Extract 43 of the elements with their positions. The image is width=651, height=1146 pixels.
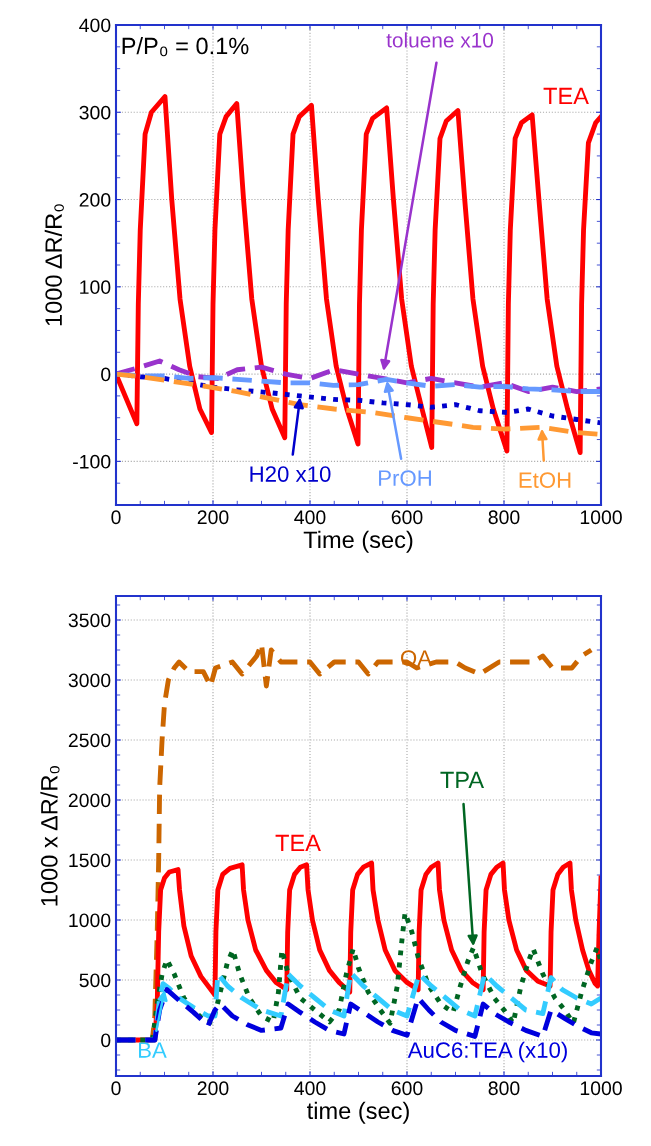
annotation: TPA bbox=[440, 771, 485, 789]
x-tick-label: 200 bbox=[197, 1081, 229, 1096]
annotation: toluene x10 bbox=[386, 32, 494, 48]
y-tick-label: 400 bbox=[79, 18, 111, 33]
annotation: PrOH bbox=[379, 470, 431, 486]
line-series bbox=[116, 371, 601, 437]
x-tick-label: 400 bbox=[294, 1081, 326, 1096]
x-axis-title: Time (sec) bbox=[303, 530, 413, 553]
y-tick-label: 0 bbox=[101, 367, 111, 382]
y-tick-label: 3500 bbox=[68, 613, 111, 628]
x-tick-label: 400 bbox=[294, 510, 326, 525]
y-tick-label: 2500 bbox=[68, 733, 111, 748]
x-tick-label: 200 bbox=[197, 510, 229, 525]
y-tick-label: 0 bbox=[101, 1033, 111, 1048]
annotation: EtOH bbox=[519, 472, 571, 488]
annotation: P/P₀ = 0.1% bbox=[122, 37, 249, 57]
x-tick-label: 1000 bbox=[580, 1081, 622, 1096]
annotation: H20 x10 bbox=[250, 466, 331, 482]
y-tick-label: 1000 bbox=[69, 913, 111, 928]
annotation: TEA bbox=[275, 834, 321, 852]
x-tick-label: 600 bbox=[391, 1081, 423, 1096]
y-tick-label: 3000 bbox=[68, 673, 111, 688]
y-axis-title: 1000 ΔR/R₀ bbox=[44, 204, 64, 326]
x-tick-label: 1000 bbox=[580, 510, 622, 525]
annotation: AuC6:TEA (x10) bbox=[407, 1041, 567, 1063]
x-tick-label: 800 bbox=[488, 510, 520, 525]
y-tick-label: 300 bbox=[79, 105, 111, 120]
x-tick-label: 800 bbox=[488, 1081, 520, 1096]
y-tick-label: 500 bbox=[79, 973, 111, 988]
annotation: TEA bbox=[543, 87, 589, 105]
y-tick-label: 2000 bbox=[68, 793, 111, 808]
annotation: BA bbox=[139, 1042, 167, 1058]
y-tick-label: 1500 bbox=[69, 853, 111, 868]
x-tick-label: 0 bbox=[111, 1081, 121, 1096]
x-axis-title: time (sec) bbox=[307, 1101, 409, 1124]
line-series bbox=[116, 358, 601, 394]
y-tick-label: 100 bbox=[80, 280, 111, 295]
y-tick-label: 200 bbox=[79, 193, 111, 207]
x-tick-label: 0 bbox=[111, 510, 121, 525]
y-tick-label: -100 bbox=[73, 454, 111, 469]
line-series bbox=[116, 987, 601, 1043]
x-tick-label: 600 bbox=[391, 510, 423, 525]
y-axis-title: 1000 x ΔR/R₀ bbox=[40, 766, 60, 906]
